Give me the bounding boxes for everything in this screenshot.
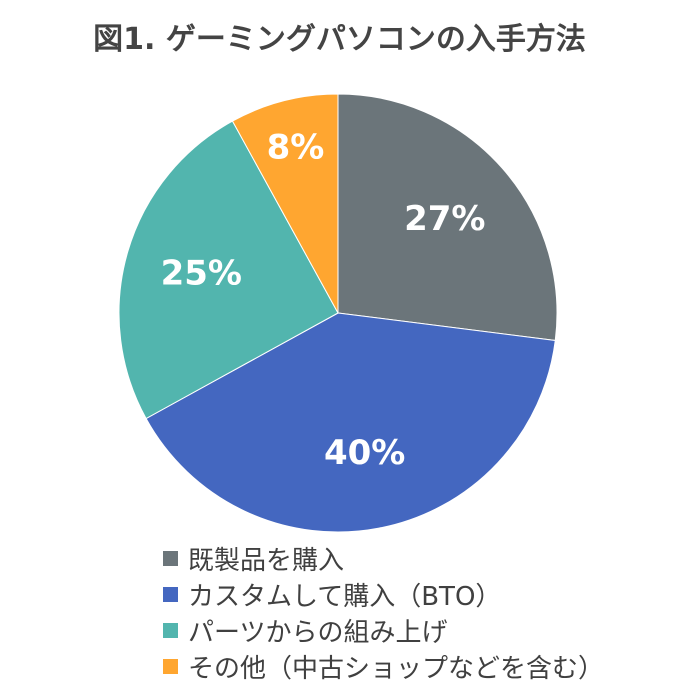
pie-chart: 27% 40% 25% 8% — [118, 93, 558, 533]
legend-item: 既製品を購入 — [163, 540, 604, 576]
legend: 既製品を購入カスタムして購入（BTO） パーツからの組み上げその他（中古ショップな… — [163, 540, 604, 684]
pie-slice-2 — [145, 312, 556, 533]
legend-label: カスタムして購入（BTO） — [188, 581, 502, 612]
legend-item: カスタムして購入（BTO） — [163, 576, 604, 612]
pie-value-labels: 27% 40% 25% 8% — [161, 128, 486, 473]
legend-label: パーツからの組み上げ — [188, 617, 448, 648]
legend-item: パーツからの組み上げ — [163, 612, 604, 648]
slice-value-label: 25% — [161, 253, 242, 293]
slice-value-label: 27% — [404, 199, 485, 239]
pie-slice-1 — [337, 93, 558, 342]
slice-value-label: 40% — [324, 433, 405, 473]
pie-slices — [118, 93, 558, 533]
chart-title: 図1. ゲーミングパソコンの入手方法 — [93, 22, 586, 57]
legend-swatch — [163, 658, 178, 674]
legend-label: その他（中古ショップなどを含む） — [188, 653, 605, 684]
pie-slice-3 — [118, 120, 339, 420]
pie-slice-4 — [231, 93, 339, 314]
legend-item: その他（中古ショップなどを含む） — [163, 648, 604, 684]
slice-value-label: 8% — [267, 128, 325, 168]
legend-swatch — [163, 586, 178, 602]
legend-swatch — [163, 550, 178, 566]
legend-label: 既製品を購入 — [188, 545, 345, 576]
legend-swatch — [163, 622, 178, 638]
